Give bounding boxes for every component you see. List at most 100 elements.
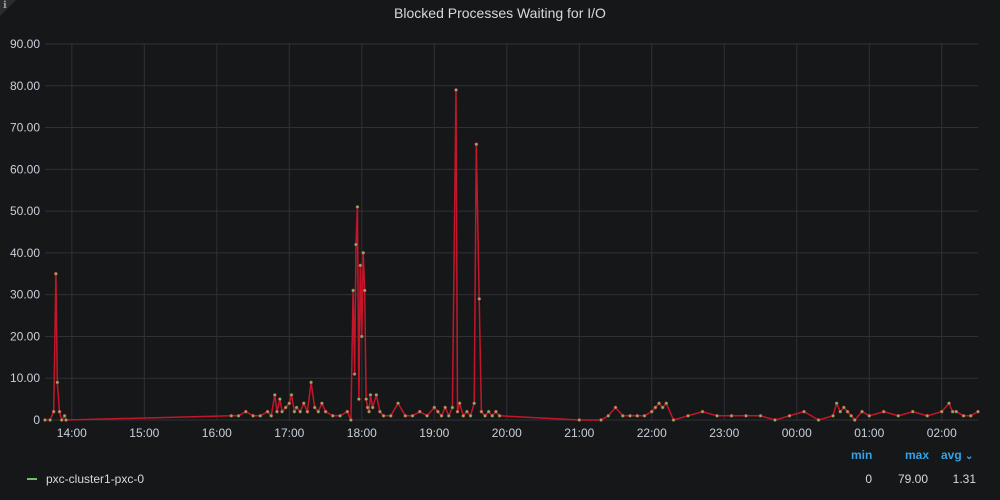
- data-point: [355, 205, 360, 209]
- data-point: [368, 393, 373, 397]
- chevron-down-icon: ⌄: [965, 451, 974, 462]
- x-tick-label: 23:00: [709, 426, 739, 440]
- data-point: [396, 401, 400, 406]
- legend-header-avg[interactable]: avg ⌄: [941, 448, 973, 462]
- data-point: [628, 413, 632, 418]
- data-point: [370, 405, 375, 410]
- data-point: [483, 413, 487, 418]
- x-tick-label: 14:00: [57, 426, 87, 440]
- data-point: [606, 413, 611, 418]
- data-point: [298, 409, 303, 414]
- data-point: [620, 413, 625, 418]
- data-point: [330, 413, 335, 418]
- data-point: [345, 409, 350, 414]
- data-point: [465, 409, 469, 414]
- legend-header-min[interactable]: min: [851, 448, 873, 462]
- data-point: [474, 142, 479, 147]
- data-point: [657, 401, 661, 406]
- data-point: [432, 405, 437, 410]
- data-point: [287, 401, 292, 406]
- data-point: [338, 413, 342, 418]
- data-point: [671, 418, 676, 422]
- data-point: [834, 401, 839, 406]
- data-point: [715, 413, 719, 418]
- data-point: [446, 413, 451, 418]
- chart-series: [43, 88, 980, 422]
- data-point: [947, 401, 951, 406]
- data-point: [54, 271, 58, 276]
- data-point: [388, 413, 393, 418]
- data-point: [599, 418, 603, 422]
- data-point: [48, 418, 52, 422]
- data-point: [289, 393, 294, 397]
- x-tick-label: 01:00: [854, 426, 884, 440]
- data-point: [358, 263, 363, 268]
- data-point: [357, 397, 361, 401]
- y-tick-label: 80.00: [10, 79, 40, 93]
- data-point: [352, 372, 357, 376]
- data-point: [950, 409, 955, 414]
- data-point: [381, 413, 386, 418]
- data-point: [976, 409, 980, 414]
- data-point: [664, 401, 669, 406]
- data-point: [265, 409, 270, 414]
- data-point: [472, 401, 477, 406]
- data-point: [842, 405, 846, 410]
- y-tick-label: 0: [33, 413, 40, 427]
- info-icon[interactable]: ℹ: [3, 0, 7, 11]
- data-point: [367, 409, 371, 414]
- data-point: [816, 418, 821, 422]
- data-point: [758, 413, 763, 418]
- x-tick-label: 20:00: [492, 426, 522, 440]
- legend-series-name[interactable]: pxc-cluster1-pxc-0: [46, 472, 145, 486]
- panel-title[interactable]: Blocked Processes Waiting for I/O: [394, 5, 606, 21]
- data-point: [59, 418, 64, 422]
- data-point: [57, 409, 62, 414]
- data-point: [968, 413, 973, 418]
- data-point: [301, 401, 306, 406]
- data-point: [439, 413, 444, 418]
- data-point: [294, 405, 299, 410]
- data-point: [410, 413, 415, 418]
- legend-header-max[interactable]: max: [905, 448, 930, 462]
- y-tick-label: 40.00: [10, 246, 40, 260]
- data-point: [43, 418, 47, 422]
- x-tick-label: 17:00: [274, 426, 304, 440]
- data-point: [64, 418, 68, 422]
- data-point: [686, 413, 690, 418]
- data-point: [283, 405, 288, 410]
- data-point: [479, 409, 484, 414]
- x-tick-label: 18:00: [347, 426, 377, 440]
- data-point: [773, 418, 777, 422]
- data-point: [236, 413, 241, 418]
- data-point: [243, 409, 248, 414]
- data-point: [354, 242, 358, 247]
- data-point: [251, 413, 255, 418]
- legend-value-max: 79.00: [897, 472, 928, 486]
- data-point: [860, 409, 864, 414]
- data-point: [457, 401, 462, 406]
- data-point: [365, 405, 370, 410]
- legend-value-avg: 1.31: [952, 472, 976, 486]
- y-tick-label: 70.00: [10, 121, 40, 135]
- data-point: [292, 409, 297, 414]
- data-point: [881, 409, 886, 414]
- legend-series-swatch[interactable]: [27, 478, 37, 480]
- data-point: [802, 409, 806, 414]
- data-point: [364, 397, 368, 401]
- legend-value-min: 0: [865, 472, 872, 486]
- data-point: [55, 380, 60, 385]
- y-tick-label: 50.00: [10, 204, 40, 218]
- data-point: [349, 418, 353, 422]
- data-point: [361, 251, 366, 255]
- data-point: [323, 409, 328, 414]
- x-tick-label: 15:00: [129, 426, 159, 440]
- data-point: [867, 413, 872, 418]
- data-point: [436, 409, 440, 414]
- data-point: [359, 334, 364, 339]
- data-point: [258, 413, 263, 418]
- data-point: [838, 409, 843, 414]
- data-point: [312, 405, 317, 410]
